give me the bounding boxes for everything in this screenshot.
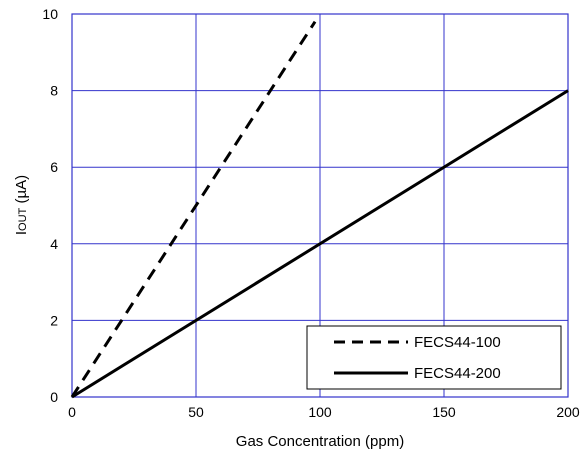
x-tick-label: 100: [308, 404, 332, 420]
y-axis-label-unit: (µA): [13, 175, 30, 208]
x-axis-label: Gas Concentration (ppm): [236, 433, 404, 450]
y-tick-label: 2: [50, 312, 58, 328]
y-axis-label: IOUT (µA): [13, 175, 30, 235]
x-tick-labels: 0 50 100 150 200: [68, 404, 580, 420]
legend-entry-fecs44-200: FECS44-200: [414, 365, 501, 382]
legend: FECS44-100 FECS44-200: [306, 325, 562, 390]
y-tick-label: 4: [50, 236, 58, 252]
x-tick-label: 150: [432, 404, 456, 420]
series-line-fecs44-200: [71, 89, 569, 399]
y-tick-label: 6: [50, 159, 58, 175]
y-tick-labels: 0 2 4 6 8 10: [42, 6, 58, 405]
plot-frame: [71, 13, 569, 398]
y-tick-label: 0: [50, 389, 58, 405]
grid: [72, 14, 568, 397]
y-axis-label-sub: OUT: [17, 207, 29, 231]
legend-entry-fecs44-100: FECS44-100: [414, 334, 501, 351]
y-tick-label: 10: [42, 6, 58, 22]
y-tick-label: 8: [50, 83, 58, 99]
series-layer: [70, 20, 569, 399]
x-tick-label: 0: [68, 404, 76, 420]
y-axis-label-main: I: [13, 231, 30, 235]
x-tick-label: 50: [188, 404, 204, 420]
x-tick-label: 200: [556, 404, 580, 420]
legend-box: [306, 325, 562, 390]
series-line-fecs44-100: [70, 20, 317, 398]
